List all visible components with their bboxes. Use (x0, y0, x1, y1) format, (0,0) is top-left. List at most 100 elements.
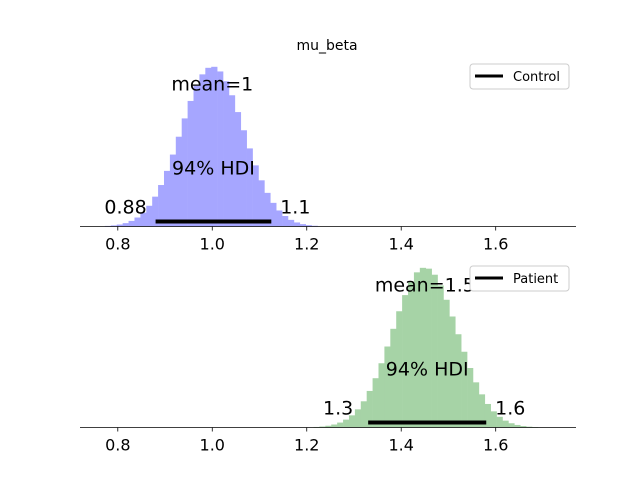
hdi-upper-label-control: 1.1 (280, 197, 310, 219)
histogram-bar-patient (331, 424, 338, 428)
x-ticks-control: 0.8 1.0 1.2 1.4 1.6 (105, 226, 508, 254)
histogram-bar-patient (408, 281, 415, 428)
histogram-bar-patient (502, 420, 509, 428)
histogram-bar-patient (337, 422, 344, 428)
histogram-bar-patient (360, 401, 367, 428)
histogram-bar-control (146, 205, 153, 227)
hdi-lower-label-control: 0.88 (104, 197, 146, 219)
histogram-bar-patient (437, 285, 444, 428)
histogram-bar-control (211, 66, 218, 227)
histogram-bar-control (240, 130, 247, 227)
histogram-bar-control (287, 219, 295, 227)
histogram-control (104, 66, 318, 227)
histogram-bar-patient (467, 368, 474, 428)
histogram-bar-patient (372, 378, 379, 428)
mean-label-control: mean=1 (171, 74, 253, 96)
panel-control: 0.8 1.0 1.2 1.4 1.6 mean=1 94% HDI 0.88 1.1 … (80, 63, 576, 254)
histogram-bar-control (299, 224, 306, 227)
x-tick-label: 1.4 (388, 436, 413, 455)
histogram-bar-control (158, 185, 165, 227)
histogram-bar-control (264, 192, 271, 227)
histogram-bar-patient (402, 295, 409, 428)
histogram-bar-control (187, 100, 194, 227)
histogram-bar-control (175, 136, 182, 227)
legend-patient: Patient (469, 265, 570, 292)
histogram-bar-control (223, 81, 230, 227)
mean-label-patient: mean=1.5 (375, 275, 475, 297)
panel-patient: 0.8 1.0 1.2 1.4 1.6 mean=1.5 94% HDI 1.3 1.6… (80, 265, 576, 455)
histogram-patient (313, 267, 539, 428)
histogram-bar-control (234, 112, 242, 227)
histogram-bar-patient (378, 363, 385, 428)
histogram-bar-control (228, 95, 236, 227)
histogram-bar-patient (425, 268, 432, 428)
hdi-label-patient: 94% HDI (386, 359, 469, 381)
x-tick-label: 1.2 (294, 235, 319, 254)
histogram-bar-patient (390, 328, 397, 428)
histogram-bar-patient (514, 424, 521, 428)
histogram-bar-control (246, 148, 253, 227)
histogram-bar-patient (413, 272, 421, 428)
histogram-bar-patient (325, 425, 332, 428)
legend-control: Control (469, 63, 570, 90)
hdi-lower-label-patient: 1.3 (323, 398, 353, 420)
histogram-bar-patient (319, 426, 326, 428)
legend-label-patient: Patient (513, 272, 558, 287)
histogram-bar-control (140, 212, 147, 227)
histogram-bar-control (270, 202, 277, 227)
histogram-bar-patient (526, 426, 533, 428)
histogram-bar-patient (508, 423, 515, 428)
histogram-bar-control (217, 71, 224, 227)
histogram-bar-control (193, 85, 200, 227)
x-tick-label: 1.6 (483, 436, 508, 455)
hdi-upper-label-patient: 1.6 (495, 398, 525, 420)
histogram-bar-patient (520, 426, 527, 428)
x-ticks-patient: 0.8 1.0 1.2 1.4 1.6 (105, 427, 508, 455)
histogram-bar-patient (384, 346, 391, 428)
x-tick-label: 1.0 (200, 436, 225, 455)
histogram-bar-control (293, 222, 301, 227)
histogram-bar-patient (484, 403, 491, 428)
histogram-bar-patient (490, 411, 497, 428)
histogram-bar-control (205, 67, 212, 227)
histogram-bar-control (252, 165, 259, 227)
histogram-bar-control (134, 217, 141, 227)
x-tick-label: 0.8 (105, 436, 130, 455)
histogram-bar-control (128, 220, 135, 227)
histogram-bar-patient (472, 382, 480, 428)
histogram-bar-patient (396, 311, 403, 428)
hdi-label-control: 94% HDI (172, 158, 255, 180)
histogram-bar-patient (343, 419, 350, 428)
x-tick-label: 1.4 (388, 235, 413, 254)
histogram-bar-patient (366, 390, 373, 428)
histogram-bar-patient (449, 316, 456, 428)
chart-title: mu_beta (296, 38, 357, 54)
histogram-bar-control (181, 118, 188, 227)
histogram-bar-patient (455, 334, 462, 428)
x-tick-label: 1.0 (200, 235, 225, 254)
histogram-bar-patient (443, 299, 450, 428)
histogram-bar-control (116, 224, 123, 227)
histogram-bar-control (169, 154, 177, 227)
histogram-bar-control (305, 225, 312, 227)
histogram-bar-control (282, 216, 289, 227)
x-tick-label: 1.6 (483, 235, 508, 254)
histogram-bar-control (163, 170, 171, 227)
histogram-bar-control (258, 180, 265, 227)
x-tick-label: 0.8 (105, 235, 130, 254)
histogram-bar-control (276, 210, 283, 227)
histogram-bar-control (152, 196, 159, 227)
legend-label-control: Control (513, 70, 560, 85)
histogram-bar-control (110, 225, 118, 227)
histogram-bar-patient (431, 274, 438, 428)
histogram-bar-patient (496, 416, 503, 428)
histogram-bar-patient (419, 267, 427, 428)
histogram-bar-control (122, 223, 129, 227)
histogram-bar-control (199, 74, 206, 227)
histogram-bar-patient (354, 409, 362, 428)
histogram-bar-patient (461, 351, 468, 428)
x-tick-label: 1.2 (294, 436, 319, 455)
histogram-bar-patient (348, 415, 356, 428)
histogram-bar-patient (478, 394, 486, 428)
